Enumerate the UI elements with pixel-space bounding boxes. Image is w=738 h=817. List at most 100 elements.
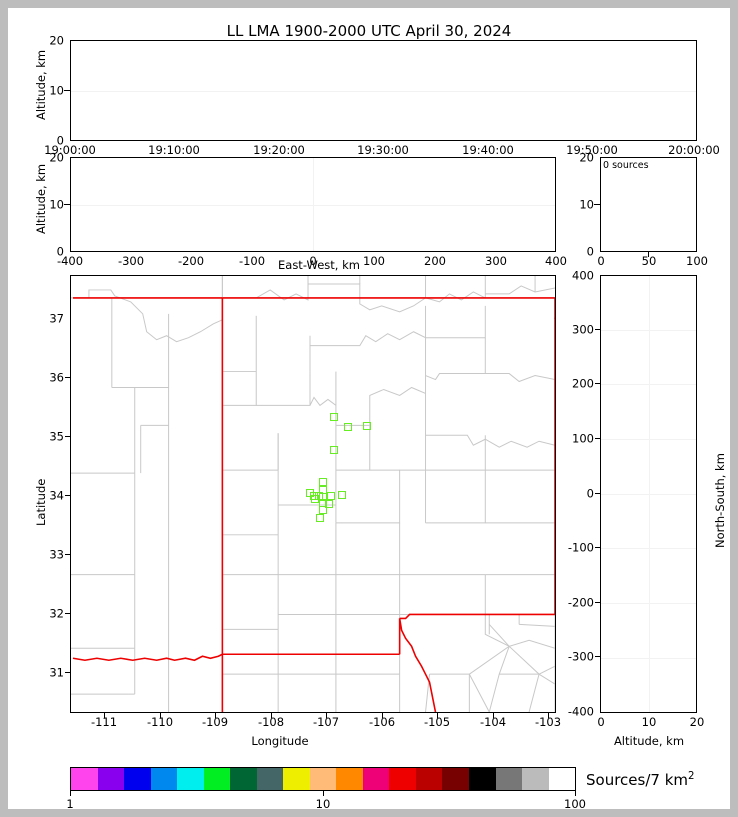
- tick: [382, 713, 383, 718]
- colorbar-segment: [256, 768, 284, 790]
- xtick: -108: [257, 715, 285, 729]
- xtick: -109: [201, 715, 229, 729]
- east-west-height-panel[interactable]: [70, 157, 556, 252]
- ytick: 300: [572, 322, 594, 337]
- gridline: [601, 658, 696, 659]
- source-marker: [343, 422, 352, 431]
- colorbar-title-exponent: 2: [688, 771, 695, 782]
- gridline: [601, 330, 696, 331]
- xtick: -105: [423, 715, 451, 729]
- ytick: 10: [49, 83, 64, 98]
- cbar-tick-label: 100: [564, 797, 586, 811]
- ytick: 10: [579, 197, 594, 212]
- xtick: -110: [146, 715, 174, 729]
- xtick: -104: [479, 715, 507, 729]
- colorbar-segment: [495, 768, 523, 790]
- colorbar-segment: [177, 768, 204, 790]
- colorbar-segment: [71, 768, 98, 790]
- time-height-panel[interactable]: [70, 40, 697, 141]
- ytick: 100: [572, 431, 594, 446]
- xtick: -107: [312, 715, 340, 729]
- xtick: -100: [238, 254, 266, 268]
- xtick: -300: [117, 254, 145, 268]
- xtick: 0: [597, 715, 605, 729]
- xtick: 20: [689, 715, 705, 729]
- ytick: 20: [49, 150, 64, 165]
- source-marker: [319, 492, 328, 501]
- tick: [595, 383, 600, 384]
- cbar-tick-label: 1: [66, 797, 74, 811]
- cbar-tick-label: 10: [315, 797, 331, 811]
- source-marker: [326, 491, 335, 500]
- colorbar-segment: [468, 768, 496, 790]
- tick: [648, 252, 649, 257]
- xtick: -200: [177, 254, 205, 268]
- xtick: 300: [485, 254, 507, 268]
- colorbar-segment: [415, 768, 443, 790]
- gridline: [601, 603, 696, 604]
- tick: [65, 672, 70, 673]
- xtick: 400: [545, 254, 567, 268]
- source-marker: [319, 498, 328, 507]
- tick: [215, 713, 216, 718]
- altitude-histogram-panel[interactable]: 0 sources: [600, 157, 697, 252]
- tick: [595, 493, 600, 494]
- tick: [271, 713, 272, 718]
- sources-density-colorbar[interactable]: [70, 767, 576, 791]
- cbar-tick: [70, 791, 71, 796]
- tick: [595, 329, 600, 330]
- tick: [548, 713, 549, 718]
- map-ylabel: Latitude: [34, 478, 48, 526]
- ytick: 33: [49, 547, 64, 562]
- tick: [64, 90, 70, 91]
- xtick: 50: [641, 254, 657, 268]
- tick: [160, 713, 161, 718]
- xtick: -103: [534, 715, 562, 729]
- colorbar-segment: [548, 768, 576, 790]
- source-marker: [319, 506, 328, 515]
- north-south-height-panel[interactable]: [600, 275, 697, 713]
- source-marker: [338, 491, 347, 500]
- ytick: -300: [567, 649, 594, 664]
- tick: [65, 554, 70, 555]
- tick: [594, 204, 600, 205]
- xtick: 10: [641, 715, 657, 729]
- ytick: 200: [572, 376, 594, 391]
- source-marker: [363, 422, 372, 431]
- ew-panel-xlabel: East-West, km: [278, 258, 360, 272]
- ytick: -200: [567, 595, 594, 610]
- ns-panel-ylabel: North-South, km: [713, 453, 727, 548]
- xtick: 100: [686, 254, 708, 268]
- tick: [65, 613, 70, 614]
- figure-canvas: LL LMA 1900-2000 UTC April 30, 2024 Alti…: [8, 8, 730, 811]
- xtick: 19:40:00: [462, 143, 514, 157]
- xtick: 19:10:00: [148, 143, 200, 157]
- xtick: 19:30:00: [357, 143, 409, 157]
- source-marker: [310, 491, 319, 500]
- colorbar-title: Sources/7 km2: [586, 771, 694, 789]
- ytick: 20: [49, 33, 64, 48]
- ytick: -400: [567, 704, 594, 719]
- ytick: 34: [49, 488, 64, 503]
- colorbar-segment: [230, 768, 257, 790]
- source-marker: [329, 446, 338, 455]
- ytick: 32: [49, 606, 64, 621]
- source-marker: [305, 489, 314, 498]
- xtick: -111: [90, 715, 118, 729]
- xtick: 19:20:00: [253, 143, 305, 157]
- map-panel[interactable]: [70, 275, 556, 713]
- tick: [104, 713, 105, 718]
- colorbar-segment: [283, 768, 310, 790]
- gridline: [601, 384, 696, 385]
- xtick: 19:00:00: [44, 143, 96, 157]
- source-count-annotation: 0 sources: [603, 160, 649, 171]
- colorbar-segment: [442, 768, 469, 790]
- tick: [65, 495, 70, 496]
- gridline: [71, 91, 696, 92]
- tick: [326, 713, 327, 718]
- source-marker: [311, 494, 320, 503]
- tick: [65, 377, 70, 378]
- tick: [595, 656, 600, 657]
- gridline: [313, 158, 314, 251]
